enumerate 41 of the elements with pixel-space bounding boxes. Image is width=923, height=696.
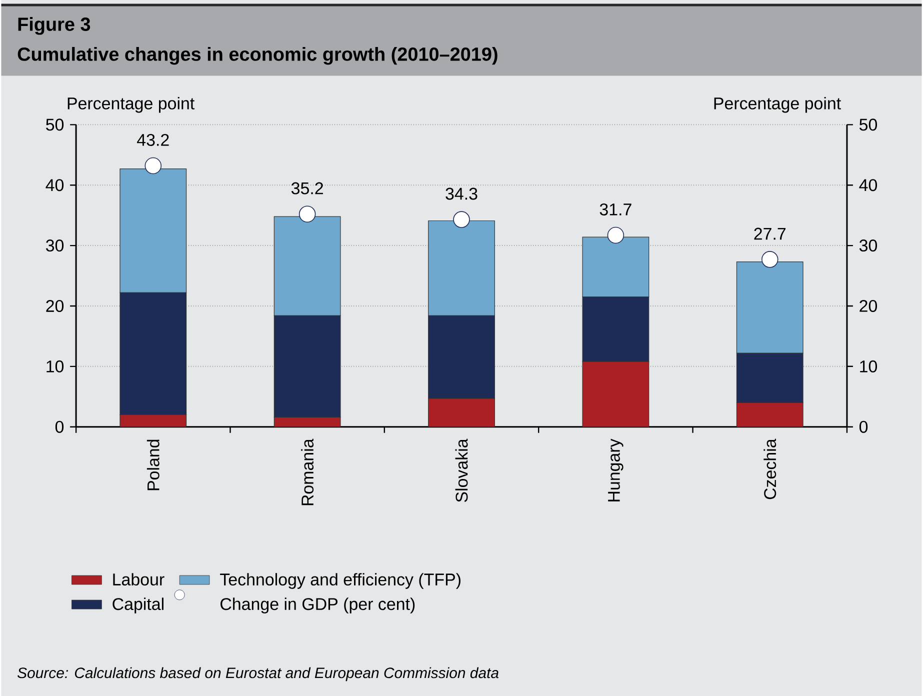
y-tick-label: 0 [55, 420, 64, 433]
source-note: Source: Calculations based on Eurostat and European Commission data [17, 667, 499, 682]
point [607, 226, 624, 244]
y2-tick-label: 50 [859, 118, 878, 131]
x-tick-label: Romania [301, 438, 314, 506]
x-tick-label: Czechia [764, 438, 776, 500]
point [453, 211, 470, 228]
data-label: 31.7 [600, 203, 632, 216]
legend-label: Technology and efficiency (TFP) [220, 573, 460, 589]
bar [428, 398, 495, 427]
y2-tick-label: 40 [859, 179, 878, 192]
y2-tick-label: 10 [860, 360, 878, 372]
legend-label: Capital [112, 598, 164, 614]
y2-tick-label: 20 [860, 300, 878, 312]
x-tick-label: Slovakia [455, 438, 468, 502]
y2-tick-label: 30 [859, 239, 878, 252]
legend-label: Change in GDP (per cent) [220, 598, 415, 614]
y-axis-title: Percentage point [68, 96, 194, 113]
data-label: 35.2 [291, 182, 323, 194]
y-tick-label: 50 [46, 118, 64, 131]
chart-title: Figure 3 [18, 17, 90, 35]
y-tick-label: 40 [46, 179, 64, 192]
point [298, 206, 316, 222]
point [761, 251, 778, 268]
bar [274, 417, 340, 427]
data-label: 34.3 [446, 188, 478, 200]
y2-tick-label: 0 [859, 420, 868, 433]
bar [582, 361, 650, 427]
legend-label: Labour [113, 573, 164, 586]
bar [736, 402, 804, 427]
chart-subtitle: Cumulative changes in economic growth (2010–2019) [18, 46, 498, 65]
bar [120, 414, 186, 427]
data-label: 43.2 [137, 134, 169, 146]
y-tick-label: 30 [46, 239, 64, 252]
y2-axis-title: Percentage point [714, 96, 841, 113]
y-tick-label: 20 [46, 300, 64, 312]
point [144, 157, 162, 174]
y-tick-label: 10 [46, 360, 64, 372]
x-tick-label: Poland [146, 440, 160, 490]
x-tick-label: Hungary [608, 438, 624, 502]
data-label: 27.7 [754, 228, 786, 240]
